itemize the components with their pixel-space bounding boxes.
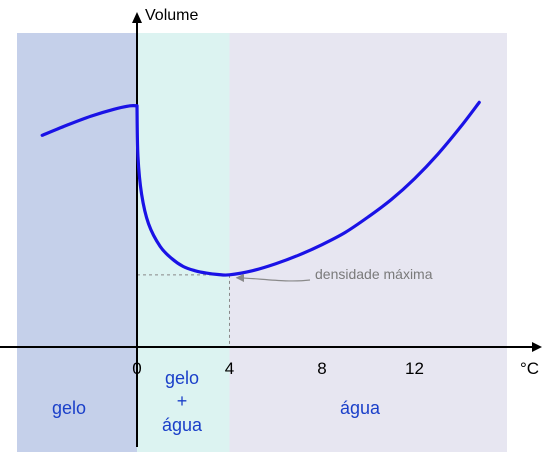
region-label-gelo-agua: + [177, 391, 188, 411]
x-axis-arrow [532, 342, 542, 352]
region-label-gelo: gelo [52, 398, 86, 418]
x-axis-label: °C [520, 359, 539, 378]
y-axis-arrow [132, 12, 142, 23]
x-tick-label-0: 0 [132, 359, 141, 378]
region-agua [229, 33, 507, 452]
region-gelo [17, 33, 137, 452]
region-label-agua: água [340, 398, 381, 418]
series-line-segment-2 [135, 100, 481, 277]
x-tick-label-8: 8 [317, 359, 326, 378]
y-axis-label: Volume [145, 7, 198, 24]
region-label-gelo-agua: gelo [165, 368, 199, 388]
annotation-arrow [235, 273, 311, 283]
x-tick-label-4: 4 [225, 359, 234, 378]
region-gelo-agua [137, 33, 230, 452]
annotation-label: densidade máxima [315, 266, 433, 282]
region-label-gelo-agua: água [162, 415, 203, 435]
series-line-segment-1 [40, 103, 139, 137]
x-tick-label-12: 12 [405, 359, 424, 378]
